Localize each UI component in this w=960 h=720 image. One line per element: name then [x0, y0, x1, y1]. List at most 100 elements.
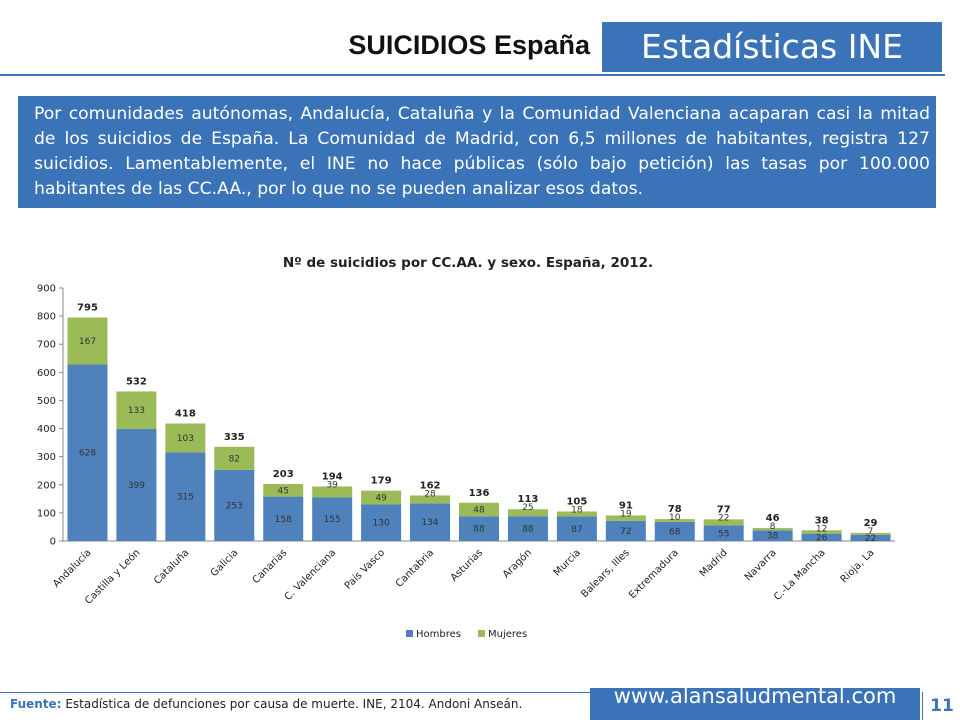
- data-label-mujeres: 133: [128, 406, 145, 416]
- intro-text-box: Por comunidades autónomas, Andalucía, Ca…: [18, 96, 936, 208]
- data-label-mujeres: 167: [79, 337, 96, 347]
- data-label-hombres: 155: [324, 515, 341, 525]
- bar-mujeres: [116, 391, 157, 429]
- data-label-hombres: 26: [816, 533, 828, 543]
- y-tick-label: 300: [37, 452, 56, 463]
- x-tick-label: Aragón: [500, 547, 534, 581]
- legend-swatch: [406, 630, 413, 637]
- data-label-hombres: 315: [177, 493, 194, 503]
- bar-hombres: [67, 364, 108, 541]
- bar-hombres: [459, 516, 499, 541]
- bar-hombres: [703, 525, 744, 541]
- bar-mujeres: [605, 515, 646, 521]
- x-tick-label: Madrid: [698, 547, 730, 579]
- data-label-total: 203: [273, 469, 294, 480]
- data-label-total: 194: [322, 471, 343, 482]
- x-tick-label: Murcia: [552, 547, 583, 578]
- data-label-mujeres: 25: [522, 503, 533, 513]
- data-label-total: 418: [175, 408, 196, 419]
- x-tick-label: Cataluña: [152, 547, 191, 586]
- data-label-total: 162: [420, 480, 441, 491]
- bar-hombres: [605, 520, 646, 541]
- bar-hombres: [801, 533, 842, 541]
- x-tick-label: Canarias: [251, 547, 290, 586]
- data-label-hombres: 130: [373, 519, 390, 529]
- chart-legend: Hombres Mujeres: [406, 629, 527, 640]
- bar-hombres: [116, 428, 157, 541]
- x-tick-label: País Vasco: [342, 547, 387, 592]
- y-tick-label: 0: [50, 537, 56, 548]
- y-tick-label: 200: [37, 480, 56, 491]
- x-tick-label: C.-La Mancha: [772, 547, 828, 603]
- data-label-mujeres: 48: [473, 506, 485, 516]
- y-tick-label: 800: [37, 312, 56, 323]
- bar-hombres: [165, 452, 206, 541]
- bar-mujeres: [703, 519, 744, 526]
- bar-mujeres: [850, 532, 891, 535]
- x-tick-label: Asturias: [449, 547, 485, 583]
- bar-mujeres: [752, 528, 793, 531]
- bar-mujeres: [214, 446, 255, 470]
- bar-mujeres: [361, 490, 402, 505]
- data-label-hombres: 22: [865, 534, 876, 544]
- website-link[interactable]: www.alansaludmental.com: [613, 684, 897, 708]
- bar-hombres: [263, 496, 304, 541]
- x-tick-label: Balears, Illes: [579, 547, 632, 600]
- data-label-mujeres: 103: [177, 434, 194, 444]
- data-label-total: 113: [518, 494, 539, 505]
- data-label-mujeres: 12: [816, 524, 827, 534]
- website-box: [590, 688, 920, 720]
- bar-mujeres: [67, 317, 108, 365]
- data-label-total: 78: [668, 504, 682, 515]
- bar-hombres: [507, 516, 548, 541]
- source-text: Estadística de defunciones por causa de …: [61, 697, 523, 711]
- data-label-mujeres: 82: [229, 454, 240, 464]
- bar-hombres: [752, 530, 793, 541]
- x-tick-label: Cantabria: [394, 547, 436, 589]
- footer-source: Fuente: Estadística de defunciones por c…: [10, 697, 522, 711]
- bar-hombres: [312, 497, 353, 541]
- bar-hombres: [850, 534, 891, 541]
- data-label-mujeres: 28: [424, 489, 436, 499]
- bar-mujeres: [263, 483, 304, 497]
- y-tick-label: 700: [37, 340, 56, 351]
- data-label-hombres: 38: [767, 532, 779, 542]
- y-axis: 0 100 200 300 400 500 600 700 800 900: [37, 284, 64, 548]
- data-label-hombres: 55: [718, 529, 729, 539]
- data-label-total: 29: [864, 518, 878, 529]
- data-label-hombres: 628: [79, 449, 96, 459]
- x-tick-label: Extremadura: [627, 547, 681, 601]
- data-label-total: 91: [619, 500, 633, 511]
- bar-mujeres: [312, 486, 353, 498]
- footer-divider: [0, 692, 592, 693]
- data-label-mujeres: 10: [669, 513, 681, 523]
- data-label-hombres: 134: [421, 518, 438, 528]
- slide-subtitle-box: Estadísticas INE 2014: [602, 22, 942, 116]
- data-label-total: 136: [469, 488, 490, 499]
- data-label-total: 38: [815, 515, 829, 526]
- x-tick-label: Navarra: [743, 547, 779, 583]
- x-tick-label: Andalucía: [50, 547, 93, 590]
- data-label-hombres: 88: [473, 525, 485, 535]
- data-label-total: 77: [717, 504, 731, 515]
- bar-mujeres: [507, 509, 548, 517]
- data-label-mujeres: 19: [620, 509, 632, 519]
- bar-hombres: [556, 516, 597, 541]
- data-label-hombres: 88: [522, 525, 534, 535]
- data-label-mujeres: 18: [571, 505, 583, 515]
- bar-mujeres: [801, 530, 842, 534]
- x-tick-label: Galicia: [209, 547, 241, 579]
- bars-group: 628 167 795 399 133 532 315 103 418 253 82 335 158 45…: [67, 303, 891, 544]
- bar-hombres: [361, 504, 402, 541]
- y-tick-label: 500: [37, 396, 56, 407]
- y-tick-label: 900: [37, 284, 56, 295]
- bar-hombres: [214, 469, 255, 541]
- y-tick-label: 600: [37, 368, 56, 379]
- data-label-total: 46: [766, 513, 780, 524]
- data-label-total: 105: [566, 496, 587, 507]
- source-label: Fuente:: [10, 697, 62, 711]
- data-label-hombres: 72: [620, 527, 631, 537]
- bar-mujeres: [556, 511, 597, 517]
- bar-mujeres: [459, 502, 499, 517]
